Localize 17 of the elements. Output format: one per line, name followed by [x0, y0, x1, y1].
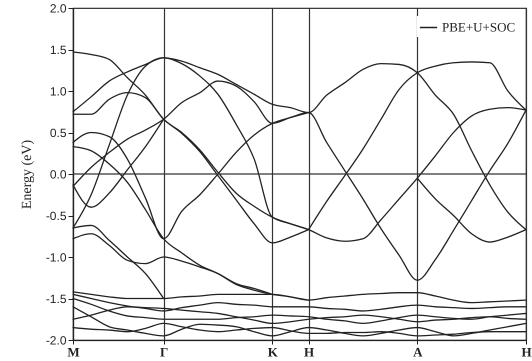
x-tick-label: M	[67, 344, 80, 360]
y-tick-label: -2.0	[46, 334, 67, 348]
x-tick-label: H	[521, 344, 532, 360]
y-tick-label: 0.0	[50, 168, 67, 182]
x-tick-label: K	[268, 344, 279, 360]
y-tick-label: -1.0	[46, 250, 67, 264]
y-tick-label: -1.5	[46, 292, 67, 306]
y-tick-label: 0.5	[50, 126, 67, 140]
y-axis-title: Energy (eV)	[20, 140, 35, 210]
x-tick-label: A	[413, 344, 424, 360]
y-tick-label: 1.5	[50, 43, 67, 57]
y-tick-label: 1.0	[50, 84, 67, 98]
y-tick-label: -0.5	[46, 209, 67, 223]
x-tick-label: H	[304, 344, 314, 360]
y-tick-label: 2.0	[50, 2, 67, 16]
x-tick-label: Γ	[160, 344, 168, 360]
legend-label: PBE+U+SOC	[442, 20, 516, 34]
